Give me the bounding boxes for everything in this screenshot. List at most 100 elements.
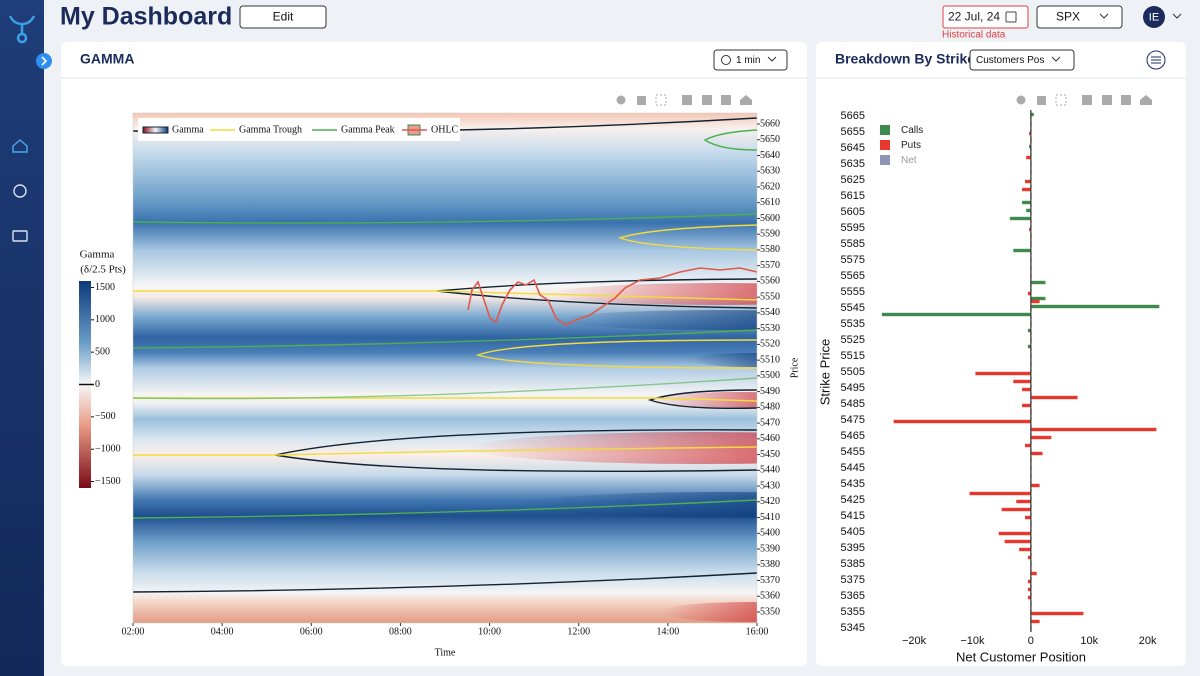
y-tick-label: 5445 — [841, 462, 865, 474]
chevron — [1051, 56, 1061, 62]
reset-tool[interactable] — [740, 95, 752, 105]
bar — [1030, 427, 1157, 432]
peak-line — [133, 329, 757, 349]
bar — [1029, 144, 1031, 149]
colorbar-tick-label: −500 — [95, 411, 116, 422]
y-tick-label: 5640 — [760, 150, 780, 161]
date-note: Historical data — [942, 30, 1006, 41]
logo — [8, 15, 36, 44]
expand-icon — [41, 56, 48, 66]
y-tick-label: 5475 — [841, 414, 865, 426]
colorbar-tick-label: 1000 — [95, 314, 115, 325]
heatmap-field — [470, 432, 757, 464]
x-tick-label: 06:00 — [300, 626, 323, 637]
page-title: My Dashboard — [60, 3, 232, 31]
select-tool[interactable] — [655, 94, 667, 106]
bar — [1025, 179, 1031, 184]
y-tick-label: 5495 — [841, 382, 865, 394]
reset-tool[interactable] — [1140, 95, 1152, 105]
y-tick-label: 5580 — [760, 244, 780, 255]
y-tick-label: 5645 — [841, 142, 865, 154]
zoom-in-tool[interactable] — [1082, 95, 1092, 105]
pan-tool[interactable] — [637, 96, 646, 105]
colorbar-tick-label: 500 — [95, 346, 110, 357]
y-tick-label: 5455 — [841, 446, 865, 458]
y-tick-label: 5600 — [760, 213, 780, 224]
x-axis-label: Net Customer Position — [956, 649, 1086, 664]
autoscale-tool[interactable] — [721, 95, 731, 105]
y-tick-label: 5535 — [841, 318, 865, 330]
zoom-out-tool[interactable] — [702, 95, 712, 105]
expand-button[interactable] — [36, 53, 52, 69]
y-tick-label: 5480 — [760, 402, 780, 413]
y-tick-label: 5395 — [841, 542, 865, 554]
bar — [1013, 248, 1031, 253]
gauge-icon[interactable] — [13, 184, 27, 198]
bar — [1030, 304, 1160, 309]
edit-label: Edit — [273, 10, 294, 24]
home-icon[interactable] — [12, 139, 28, 153]
y-axis-label: Strike Price — [817, 339, 832, 405]
bar — [1022, 403, 1031, 408]
y-tick-label: 5375 — [841, 574, 865, 586]
y-tick-label: 5560 — [760, 276, 780, 287]
zoom-tool[interactable] — [1016, 95, 1026, 105]
zoom-in-tool[interactable] — [682, 95, 692, 105]
bar — [1029, 227, 1031, 232]
bar — [1030, 483, 1040, 488]
legend-label: Puts — [901, 140, 921, 151]
trough-line — [617, 224, 757, 251]
bar — [1025, 443, 1031, 448]
y-tick-label: 5450 — [760, 449, 780, 460]
symbol-value: SPX — [1056, 10, 1080, 24]
y-tick-label: 5545 — [841, 302, 865, 314]
edit-button[interactable] — [239, 5, 327, 29]
x-tick-label: 08:00 — [389, 626, 412, 637]
contour-line — [647, 389, 757, 410]
y-tick-label: 5520 — [760, 339, 780, 350]
chart-toolbar — [1016, 94, 1152, 106]
x-tick-label: 16:00 — [746, 626, 769, 637]
x-tick-label: 14:00 — [656, 626, 679, 637]
chevron — [767, 56, 777, 62]
y-tick-label: 5460 — [760, 433, 780, 444]
y-tick-label: 5665 — [841, 110, 865, 122]
pan-tool[interactable] — [1037, 96, 1046, 105]
x-axis-label: Time — [435, 647, 456, 658]
zoom-tool[interactable] — [616, 95, 626, 105]
colorbar-title: Gamma — [80, 249, 115, 261]
mode-value: Customers Pos — [976, 55, 1044, 66]
chevron — [1099, 13, 1109, 19]
avatar[interactable] — [1143, 6, 1165, 28]
select-tool[interactable] — [1055, 94, 1067, 106]
y-tick-label: 5425 — [841, 494, 865, 506]
bar — [1030, 619, 1040, 624]
y-tick-label: 5490 — [760, 386, 780, 397]
heatmap — [133, 113, 757, 623]
autoscale-tool[interactable] — [1121, 95, 1131, 105]
symbol-select[interactable] — [1036, 5, 1123, 29]
trough-line — [475, 339, 757, 369]
clock-icon — [721, 55, 731, 65]
colorbar-subtitle: (δ/2.5 Pts) — [80, 264, 126, 276]
y-tick-label: 5565 — [841, 270, 865, 282]
y-tick-label: 5440 — [760, 465, 780, 476]
y-tick-label: 5585 — [841, 238, 865, 250]
bar — [1022, 200, 1031, 205]
breakdown-panel — [816, 42, 1186, 666]
bar — [881, 312, 1031, 317]
interval-select[interactable] — [713, 49, 788, 71]
y-tick-label: 5505 — [841, 366, 865, 378]
mode-select[interactable] — [969, 49, 1075, 71]
y-tick-label: 5345 — [841, 622, 865, 634]
date-picker[interactable] — [942, 5, 1029, 29]
heatmap-field — [650, 392, 757, 408]
y-tick-label: 5420 — [760, 496, 780, 507]
interval-value: 1 min — [736, 55, 760, 66]
zoom-out-tool[interactable] — [1102, 95, 1112, 105]
bar — [1030, 451, 1043, 456]
y-tick-label: 5485 — [841, 398, 865, 410]
bar — [1009, 216, 1031, 221]
y-tick-label: 5575 — [841, 254, 865, 266]
chart-icon[interactable] — [12, 230, 28, 242]
